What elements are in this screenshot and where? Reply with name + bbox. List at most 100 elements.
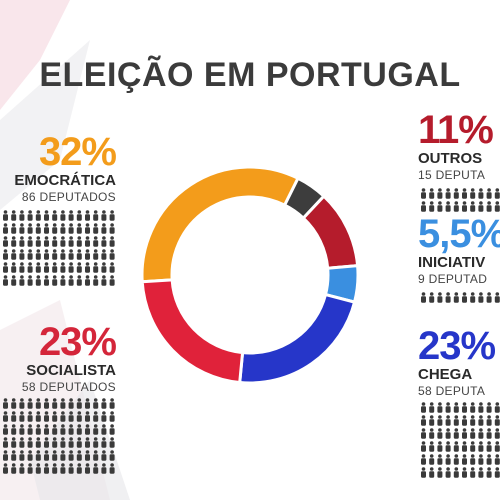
person-icon	[470, 292, 476, 303]
person-icon	[470, 441, 476, 452]
person-icon	[35, 210, 41, 221]
person-icon	[101, 398, 107, 409]
person-icon	[76, 424, 82, 435]
person-icon	[27, 210, 33, 221]
person-icon	[109, 463, 115, 474]
chega-party: CHEGA	[418, 366, 473, 383]
person-icon	[93, 262, 99, 273]
person-icon	[3, 450, 8, 461]
person-icon	[470, 188, 476, 199]
person-icon	[35, 249, 41, 260]
person-icon	[68, 249, 74, 260]
person-icon	[486, 415, 492, 426]
person-icon	[60, 249, 66, 260]
person-icon	[60, 450, 66, 461]
person-icon	[453, 441, 459, 452]
person-icon	[494, 441, 500, 452]
person-icon	[478, 402, 484, 413]
person-icon	[68, 210, 74, 221]
ps-percent: 23%	[38, 320, 117, 364]
person-icon	[109, 450, 115, 461]
person-icon	[421, 402, 426, 413]
person-icon	[44, 398, 49, 409]
person-icon	[3, 223, 8, 234]
person-icon	[76, 236, 82, 247]
person-icon	[19, 437, 25, 448]
people-icons-psd	[3, 210, 115, 286]
person-icon	[421, 201, 426, 212]
person-icon	[68, 262, 74, 273]
person-icon	[3, 411, 8, 422]
person-icon	[3, 437, 8, 448]
person-icon	[478, 188, 484, 199]
person-icon	[85, 398, 90, 409]
person-icon	[486, 292, 492, 303]
person-icon	[3, 249, 8, 260]
person-icon	[27, 463, 33, 474]
il-percent: 5,5%	[418, 212, 500, 256]
person-icon	[3, 424, 8, 435]
person-icon	[19, 450, 25, 461]
person-icon	[85, 236, 90, 247]
person-icon	[85, 262, 90, 273]
person-icon	[101, 450, 107, 461]
person-icon	[437, 441, 443, 452]
person-icon	[429, 454, 435, 465]
person-icon	[44, 210, 49, 221]
person-icon	[445, 454, 451, 465]
person-icon	[76, 463, 82, 474]
person-icon	[445, 428, 451, 439]
person-icon	[429, 415, 435, 426]
person-icon	[11, 262, 17, 273]
person-icon	[470, 428, 476, 439]
person-icon	[486, 454, 492, 465]
person-icon	[35, 424, 41, 435]
person-icon	[35, 262, 41, 273]
person-icon	[44, 437, 49, 448]
person-icon	[68, 463, 74, 474]
person-icon	[101, 223, 107, 234]
person-icon	[44, 223, 49, 234]
person-icon	[68, 411, 74, 422]
person-icon	[93, 249, 99, 260]
person-icon	[445, 188, 451, 199]
person-icon	[60, 398, 66, 409]
label-chega: 23% CHEGA 58 DEPUTA	[418, 326, 496, 398]
person-icon	[60, 262, 66, 273]
person-icon	[109, 262, 115, 273]
person-icon	[109, 236, 115, 247]
person-icon	[453, 415, 459, 426]
person-icon	[494, 415, 500, 426]
person-icon	[11, 398, 17, 409]
person-icon	[35, 437, 41, 448]
il-seats: 9 DEPUTAD	[418, 272, 488, 286]
person-icon	[11, 275, 17, 286]
person-icon	[11, 411, 17, 422]
person-icon	[3, 262, 8, 273]
il-party: INICIATIV	[418, 254, 486, 271]
person-icon	[35, 236, 41, 247]
person-icon	[494, 428, 500, 439]
person-icon	[429, 201, 435, 212]
person-icon	[85, 437, 90, 448]
person-icon	[93, 450, 99, 461]
person-icon	[76, 398, 82, 409]
person-icon	[35, 223, 41, 234]
label-ps: 23% SOCIALISTA 58 DEPUTADOS	[22, 320, 117, 394]
person-icon	[93, 275, 99, 286]
person-icon	[60, 411, 66, 422]
person-icon	[19, 236, 25, 247]
person-icon	[462, 441, 467, 452]
person-icon	[486, 441, 492, 452]
person-icon	[52, 262, 58, 273]
person-icon	[11, 437, 17, 448]
people-icons-outros	[421, 188, 500, 212]
person-icon	[44, 424, 49, 435]
person-icon	[35, 450, 41, 461]
person-icon	[27, 398, 33, 409]
person-icon	[109, 223, 115, 234]
person-icon	[85, 223, 90, 234]
person-icon	[76, 249, 82, 260]
person-icon	[101, 424, 107, 435]
person-icon	[27, 275, 33, 286]
